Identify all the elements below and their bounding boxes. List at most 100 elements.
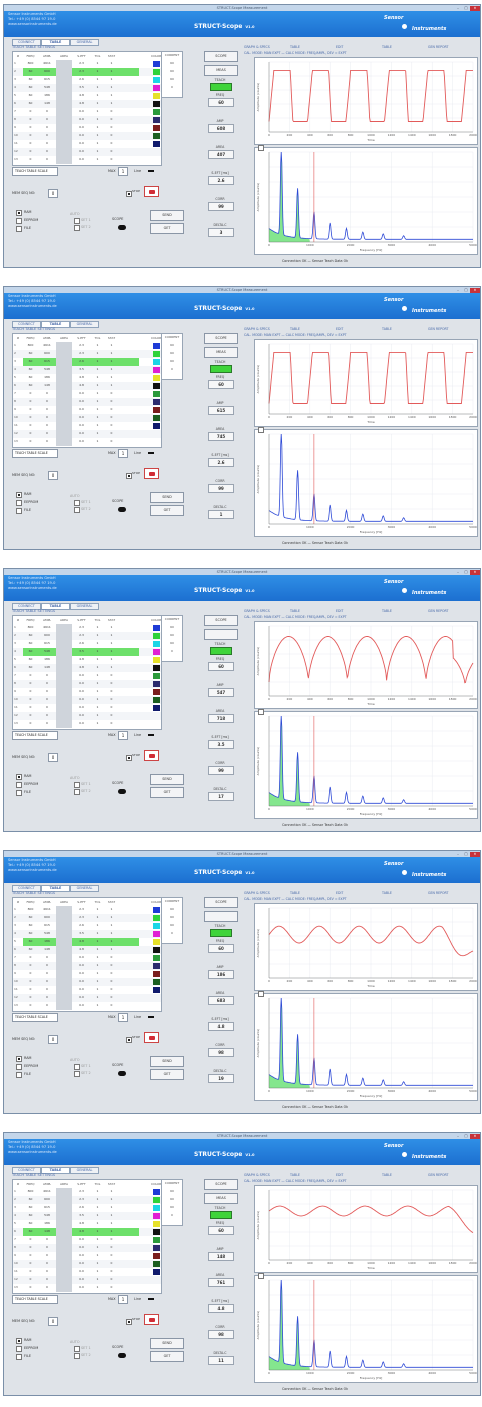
table-row[interactable]: 7 0 0 0.0 1 0 [13,108,161,116]
color-swatch[interactable] [153,680,160,687]
table-row[interactable]: 9 0 0 0.0 1 0 [13,970,161,978]
table-cell[interactable]: 186 [44,939,50,943]
table-cell[interactable] [56,76,72,84]
table-cell[interactable]: 600 [44,1197,50,1201]
color-swatch[interactable] [153,92,160,99]
table-cell[interactable]: 0 [29,423,32,427]
table-cell[interactable]: 0.0 [79,713,84,717]
table-row[interactable]: 4 60 548 3.5 1 1 [13,84,161,92]
table-cell[interactable]: 0.0 [79,391,84,395]
table-cell[interactable] [56,938,72,946]
table-cell[interactable]: 1 [110,641,113,645]
table-cell[interactable] [56,720,72,728]
table-cell[interactable]: 1 [110,625,113,629]
table-cell[interactable]: 0 [110,979,113,983]
color-swatch[interactable] [153,124,160,131]
table-cell[interactable]: 4.8 [79,947,84,951]
storage-radio[interactable] [16,226,22,232]
storage-radio[interactable] [16,210,22,216]
table-cell[interactable]: 60 [28,69,33,73]
table-cell[interactable]: 600 [44,69,50,73]
table-cell[interactable]: 0.0 [79,955,84,959]
table-cell[interactable]: 1 [110,101,113,105]
table-cell[interactable]: 1 [96,1245,99,1249]
table-cell[interactable]: 3.5 [79,649,84,653]
table-row[interactable]: 12 0 0 0.0 1 0 [13,994,161,1002]
table-row[interactable]: 10 0 0 0.0 1 0 [13,414,161,422]
table-row[interactable]: 3 60 615 2.6 1 1 [13,922,161,930]
tab-connect[interactable]: CONNECT [12,321,41,328]
table-cell[interactable]: 4.8 [79,101,84,105]
table-row[interactable]: 7 0 0 0.0 1 0 [13,672,161,680]
table-cell[interactable]: 148 [44,1229,50,1233]
table-cell[interactable]: 0.0 [79,117,84,121]
table-cell[interactable]: 1 [110,367,113,371]
table-cell[interactable]: 0.0 [79,705,84,709]
table-row[interactable]: 12 0 0 0.0 1 0 [13,712,161,720]
table-cell[interactable]: 186 [44,657,50,661]
table-cell[interactable]: 600 [44,633,50,637]
table-cell[interactable]: 0 [110,1003,113,1007]
table-cell[interactable]: 1 [96,907,99,911]
table-cell[interactable]: 1 [96,141,99,145]
close-button[interactable]: ✕ [470,569,480,575]
storage-radio[interactable] [16,790,22,796]
table-cell[interactable] [56,350,72,358]
table-cell[interactable] [56,962,72,970]
right-tab[interactable]: TABLE [290,891,300,895]
table-cell[interactable]: 0 [46,431,48,435]
color-swatch[interactable] [153,374,160,381]
minimize-button[interactable]: – [457,5,459,10]
send-button[interactable]: SEND [150,492,184,503]
table-row[interactable]: 9 0 0 0.0 1 0 [13,124,161,132]
color-swatch[interactable] [153,624,160,631]
table-cell[interactable]: 1 [96,133,99,137]
meas-button[interactable] [204,911,238,922]
table-cell[interactable]: 1 [110,657,113,661]
table-cell[interactable]: 548 [44,367,50,371]
table-cell[interactable]: 1 [110,923,113,927]
table-cell[interactable]: 1 [96,383,99,387]
table-cell[interactable]: 0.0 [79,399,84,403]
table-cell[interactable]: 1 [96,149,99,153]
minimize-button[interactable]: – [457,851,459,856]
table-cell[interactable]: 148 [44,947,50,951]
table-cell[interactable]: 0.0 [79,431,84,435]
color-swatch[interactable] [153,1244,160,1251]
tab-connect[interactable]: CONNECT [12,603,41,610]
table-cell[interactable]: 0 [29,399,32,403]
table-cell[interactable]: 1 [96,423,99,427]
table-cell[interactable]: 0 [46,1285,48,1289]
right-tab[interactable]: GEN REPORT [428,1173,449,1177]
table-cell[interactable]: 0 [29,1277,32,1281]
table-cell[interactable]: 548 [44,649,50,653]
table-cell[interactable] [56,1268,72,1276]
table-cell[interactable]: 0 [46,117,48,121]
tab-connect[interactable]: CONNECT [12,885,41,892]
table-cell[interactable]: 0 [29,439,32,443]
right-tab[interactable]: TABLE [382,891,392,895]
right-tab[interactable]: TABLE [290,1173,300,1177]
table-cell[interactable]: 0.0 [79,681,84,685]
table-cell[interactable]: 1 [96,109,99,113]
right-tab[interactable]: TABLE [290,45,300,49]
table-scale-select[interactable]: TEACH TABLE SCALE [12,731,58,740]
table-cell[interactable]: 600 [44,351,50,355]
table-cell[interactable]: 615 [44,77,50,81]
table-cell[interactable]: 0 [46,399,48,403]
table-cell[interactable]: 0 [46,697,48,701]
tab-table[interactable]: TABLE [41,603,70,610]
table-cell[interactable]: 0 [46,987,48,991]
table-cell[interactable]: 1 [96,971,99,975]
table-cell[interactable]: 0 [29,979,32,983]
table-cell[interactable]: 60 [28,657,33,661]
table-cell[interactable]: 0 [29,407,32,411]
table-cell[interactable]: 0 [29,1245,32,1249]
color-swatch[interactable] [153,84,160,91]
table-cell[interactable] [56,1236,72,1244]
mode-radio[interactable] [74,789,80,795]
table-row[interactable]: 5 60 186 4.8 1 1 [13,92,161,100]
table-cell[interactable]: 60 [28,633,33,637]
table-cell[interactable]: 0 [110,141,113,145]
table-cell[interactable]: 60 [28,101,33,105]
